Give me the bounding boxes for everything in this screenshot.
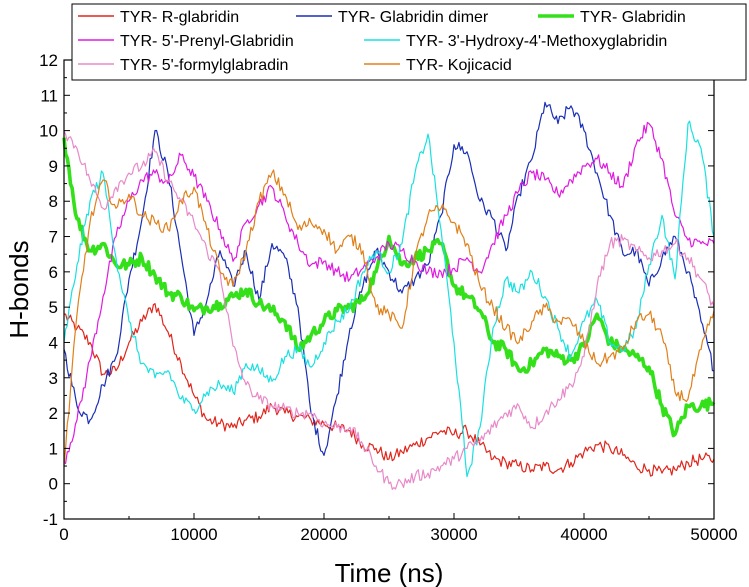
legend-label-1: TYR- R-glabridin — [120, 9, 239, 26]
y-tick-label: 6 — [49, 263, 58, 282]
y-tick-label: -1 — [43, 510, 58, 529]
y-tick-label: 2 — [49, 404, 58, 423]
y-tick-label: 1 — [49, 439, 58, 458]
legend-label-5: TYR- 3'-Hydroxy-4'-Methoxyglabridin — [406, 33, 667, 50]
legend-label-7: TYR- Kojicacid — [406, 57, 512, 74]
x-tick-label: 20000 — [300, 525, 347, 544]
y-tick-label: 11 — [40, 86, 58, 105]
x-tick-label: 0 — [59, 525, 68, 544]
series-line-3 — [62, 137, 716, 438]
tick-labels: 0 10000 20000 30000 40000 50000-1012345678910… — [39, 51, 738, 544]
legend-label-3: TYR- Glabridin — [580, 9, 686, 26]
y-tick-label: 4 — [49, 333, 58, 352]
series-line-5 — [63, 120, 715, 478]
x-tick-label: 10000 — [170, 525, 217, 544]
y-tick-label: 9 — [49, 157, 58, 176]
y-tick-label: 10 — [39, 122, 58, 141]
series-line-7 — [63, 169, 715, 467]
series-line-1 — [63, 303, 715, 477]
x-tick-label: 40000 — [560, 525, 607, 544]
y-tick-label: 5 — [49, 298, 58, 317]
legend-label-2: TYR- Glabridin dimer — [338, 9, 489, 26]
series-line-6 — [63, 130, 715, 490]
y-tick-label: 8 — [49, 192, 58, 211]
y-tick-label: 3 — [49, 369, 58, 388]
x-tick-label: 30000 — [430, 525, 477, 544]
y-tick-label: 0 — [49, 475, 58, 494]
x-tick-label: 50000 — [690, 525, 737, 544]
legend-label-4: TYR- 5'-Prenyl-Glabridin — [120, 33, 294, 50]
y-tick-label: 7 — [49, 228, 58, 247]
y-tick-label: 12 — [39, 51, 58, 70]
plot-lines — [62, 101, 716, 490]
x-axis-title: Time (ns) — [335, 558, 444, 587]
series-line-4 — [63, 121, 715, 464]
legend-label-6: TYR- 5'-formylglabradin — [120, 57, 288, 74]
legend: TYR- R-glabridin TYR- Glabridin dimer TYR-… — [71, 3, 747, 81]
y-axis-title: H-bonds — [4, 240, 34, 338]
legend-box — [71, 3, 747, 81]
